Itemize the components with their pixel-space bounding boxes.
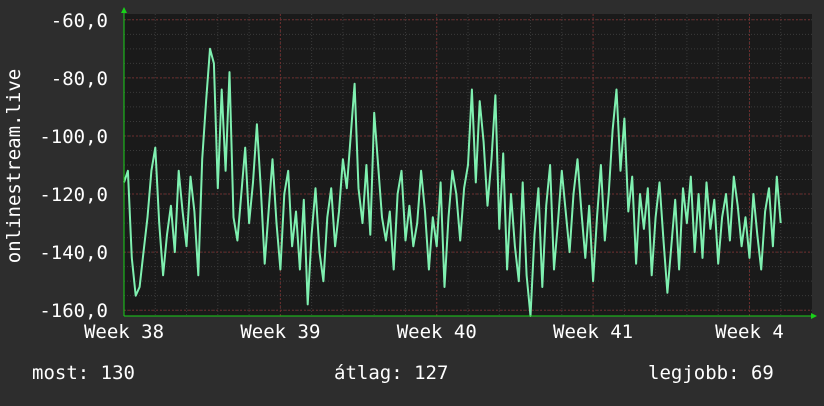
current-stat: most: 130 [32,362,135,384]
y-axis-ticks: -60,0 -80,0 -100,0 -120,0 -140,0 -160,0 [39,10,108,322]
x-tick-label: Week 38 [84,321,164,343]
average-stat: átlag: 127 [334,362,448,384]
best-value: 69 [750,362,774,384]
x-axis-ticks: Week 38 Week 39 Week 40 Week 41 Week 4 [84,321,784,343]
x-tick-label: Week 40 [397,321,477,343]
y-tick-label: -100,0 [39,126,108,148]
current-value: 130 [100,362,135,384]
current-label: most: [32,362,90,384]
best-label: legjobb: [648,362,740,384]
series-layer [123,47,782,317]
major-grid [123,14,812,316]
x-tick-label: Week 4 [715,321,784,343]
y-axis-arrow-icon [121,7,127,13]
y-tick-label: -120,0 [39,184,108,206]
average-value: 127 [414,362,449,384]
series-line [123,47,782,317]
average-label: átlag: [334,362,403,384]
y-tick-label: -160,0 [39,300,108,322]
x-tick-label: Week 41 [553,321,633,343]
y-tick-label: -60,0 [51,10,108,32]
y-tick-label: -80,0 [51,68,108,90]
y-axis-label: onlinestream.live [3,69,25,263]
x-axis-arrow-icon [811,313,817,319]
y-tick-label: -140,0 [39,242,108,264]
best-stat: legjobb: 69 [648,362,774,384]
x-tick-label: Week 39 [240,321,320,343]
